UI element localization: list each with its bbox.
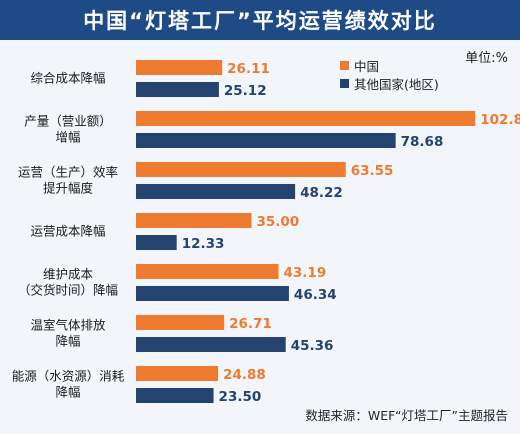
- bar-china: [136, 315, 225, 330]
- value-label-china: 43.19: [284, 265, 327, 281]
- bar-other: [136, 388, 214, 403]
- legend-label-other: 其他国家(地区): [354, 76, 439, 92]
- value-label-china: 26.71: [229, 316, 272, 332]
- bar-other: [136, 133, 396, 148]
- legend-item-other: 其他国家(地区): [340, 74, 439, 92]
- bar-other: [136, 286, 289, 301]
- category-label: 维护成本: [43, 267, 94, 282]
- value-label-other: 78.68: [401, 134, 444, 150]
- value-label-other: 12.33: [182, 236, 225, 252]
- legend-item-china: 中国: [340, 56, 439, 74]
- bar-other: [136, 82, 219, 97]
- legend-swatch-other: [340, 78, 349, 88]
- bar-china: [136, 111, 476, 126]
- value-label-other: 23.50: [219, 389, 262, 405]
- value-label-other: 25.12: [224, 83, 267, 99]
- category-label: （交货时间）降幅: [18, 283, 118, 298]
- category-label: 降幅: [55, 385, 80, 400]
- bar-china: [136, 366, 219, 381]
- value-label-china: 24.88: [223, 367, 266, 383]
- value-label-china: 26.11: [227, 61, 270, 77]
- bar-other: [136, 337, 286, 352]
- category-label: 提升幅度: [43, 181, 94, 196]
- category-label: 运营（生产）效率: [18, 165, 118, 180]
- bar-china: [136, 60, 223, 75]
- category-label: 运营成本降幅: [30, 224, 105, 239]
- bar-other: [136, 235, 177, 250]
- category-label: 能源（水资源）消耗: [12, 369, 125, 384]
- category-label: 降幅: [55, 334, 80, 349]
- value-label-other: 48.22: [300, 185, 343, 201]
- value-label-other: 45.36: [291, 338, 334, 354]
- value-label-china: 102.81: [480, 112, 520, 128]
- category-label: 增幅: [55, 130, 80, 145]
- value-label-china: 35.00: [257, 214, 300, 230]
- bar-other: [136, 184, 296, 199]
- chart-title: 中国“灯塔工厂”平均运营绩效对比: [0, 0, 520, 40]
- value-label-china: 63.55: [351, 163, 394, 179]
- category-label: 温室气体排放: [30, 318, 106, 333]
- bar-china: [136, 264, 279, 279]
- category-label: 产量（营业额）: [24, 114, 112, 129]
- legend-label-china: 中国: [354, 58, 380, 74]
- legend: 中国 其他国家(地区): [340, 56, 439, 92]
- category-label: 综合成本降幅: [30, 71, 105, 86]
- legend-swatch-china: [340, 60, 349, 70]
- value-label-other: 46.34: [294, 287, 337, 303]
- bar-china: [136, 213, 252, 228]
- bar-china: [136, 162, 346, 177]
- source-note: 数据来源：WEF“灯塔工厂”主题报告: [305, 408, 508, 423]
- unit-label: 单位:%: [465, 51, 508, 66]
